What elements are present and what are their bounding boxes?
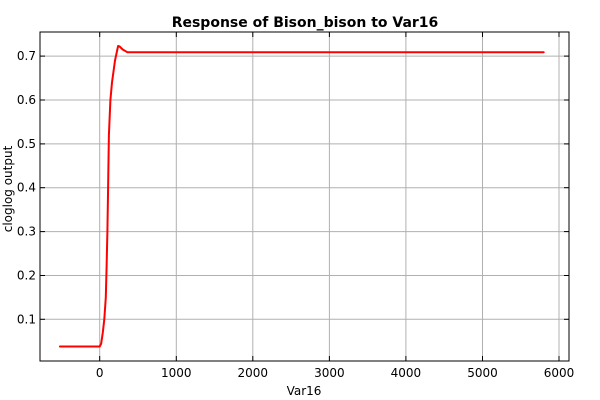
y-tick-label: 0.1 [17, 312, 36, 326]
y-tick-label: 0.7 [17, 49, 36, 63]
x-tick-label: 2000 [238, 366, 269, 380]
series-layer [58, 45, 545, 348]
y-tick-label: 0.4 [17, 181, 36, 195]
y-tick-label: 0.5 [17, 137, 36, 151]
grid [40, 32, 569, 361]
y-tick-label: 0.3 [17, 225, 36, 239]
y-tick-label: 0.6 [17, 93, 36, 107]
y-axis-label: cloglog output [1, 145, 15, 232]
tick-layer: 0 1000 2000 3000 4000 5000 6000 0.1 0.2 0.3 0.4 0.5… [17, 32, 574, 380]
x-tick-label: 3000 [314, 366, 345, 380]
y-tick-label: 0.2 [17, 269, 36, 283]
x-tick-label: 1000 [161, 366, 192, 380]
x-tick-label: 6000 [544, 366, 575, 380]
x-tick-label: 5000 [467, 366, 498, 380]
chart-title: Response of Bison_bison to Var16 [172, 15, 439, 31]
x-axis-label: Var16 [287, 384, 322, 398]
series-line-0 [58, 45, 545, 348]
x-tick-label: 4000 [391, 366, 422, 380]
plot-frame [39, 31, 570, 362]
x-tick-label: 0 [96, 366, 104, 380]
